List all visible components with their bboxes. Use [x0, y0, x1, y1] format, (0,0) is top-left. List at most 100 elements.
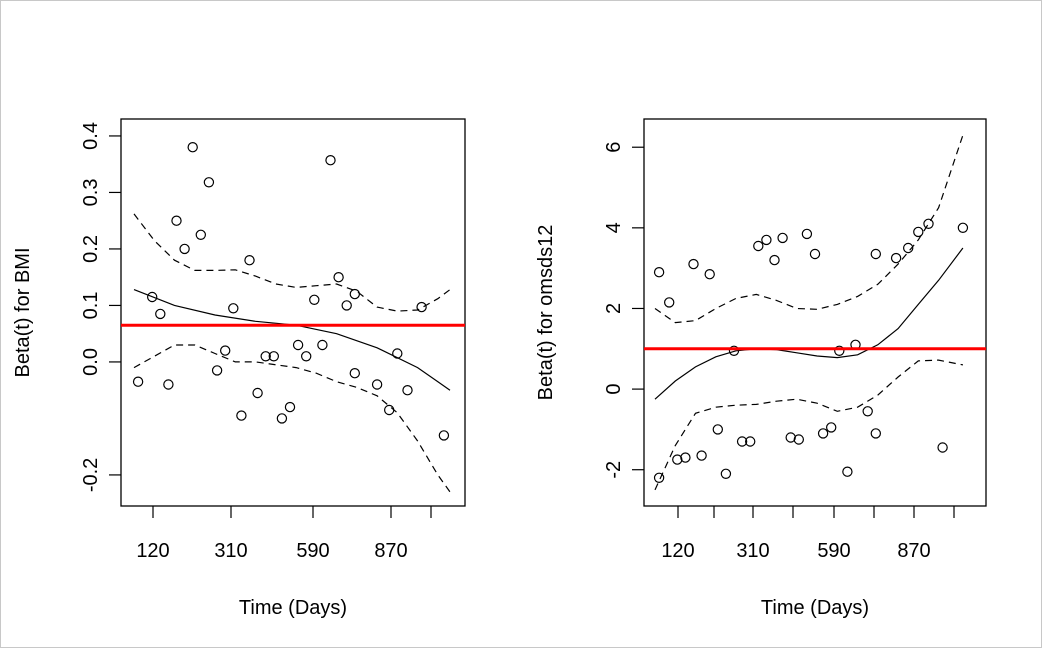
residual-point [416, 301, 427, 313]
y-tick-label: 2 [603, 303, 625, 314]
confidence-band-line [133, 344, 451, 493]
residual-point [163, 379, 174, 390]
residual-point [252, 387, 263, 399]
residual-point [146, 291, 158, 303]
residual-point [672, 454, 683, 465]
residual-point [785, 432, 796, 443]
y-tick-label: -0.2 [80, 458, 102, 492]
residual-point [712, 424, 724, 435]
x-tick-label: 120 [661, 540, 694, 562]
smooth-fit-line [133, 289, 451, 391]
residual-point [937, 442, 948, 453]
residual-point [187, 141, 198, 153]
residual-point [769, 254, 780, 266]
residual-point [438, 430, 450, 441]
residual-point [957, 222, 969, 233]
y-tick-label: 0.0 [80, 348, 102, 376]
residual-point [793, 434, 805, 445]
residual-point [720, 468, 732, 479]
x-tick-label: 120 [136, 540, 169, 562]
residual-point [913, 226, 924, 238]
y-tick-label: 0.2 [80, 235, 102, 263]
residual-point [753, 240, 764, 252]
residual-point [842, 466, 853, 477]
residual-point [211, 365, 223, 376]
smooth-fit-line [654, 247, 964, 400]
residual-point [653, 267, 665, 278]
residual-point [834, 345, 845, 356]
residual-point [761, 234, 772, 246]
plot-area [653, 134, 969, 491]
residual-point [870, 428, 882, 439]
residual-point [244, 255, 255, 266]
confidence-band-line [133, 213, 451, 312]
residual-point [826, 422, 837, 433]
residual-point [349, 288, 360, 300]
x-tick-label: 870 [897, 540, 930, 562]
residual-point [653, 472, 665, 483]
residual-point [688, 258, 699, 270]
residual-point [817, 428, 829, 439]
residual-point [777, 232, 788, 244]
residual-point [809, 248, 821, 260]
confidence-band-line [654, 359, 964, 491]
residual-point [260, 351, 271, 362]
plot-frame [120, 118, 466, 507]
residual-point [923, 218, 934, 229]
x-tick-label: 870 [374, 540, 407, 562]
residual-point [203, 177, 215, 188]
residual-point [704, 269, 715, 280]
y-tick-label: 6 [603, 142, 625, 153]
residual-point [680, 452, 691, 463]
residual-point [728, 345, 740, 356]
plot-area [132, 141, 451, 493]
residual-point [301, 351, 312, 362]
x-axis-label: Time (Days) [761, 597, 869, 619]
residual-point [870, 248, 882, 260]
residual-point [862, 406, 873, 417]
omsds12-panel: 120 310 590 870 -2 0 2 4 6 Time (Days) Beta(t) for… [535, 118, 987, 619]
residual-point [219, 345, 231, 356]
bmi-panel: 120 310 590 870 -0.2 0.0 0.1 0.2 0.3 0.4 Time (Day… [12, 118, 466, 619]
plot-frame [643, 118, 987, 507]
residual-point [801, 228, 813, 240]
residual-point [371, 379, 383, 390]
x-tick-label: 590 [296, 540, 329, 562]
residual-point [228, 303, 239, 314]
residual-point [349, 368, 360, 379]
residual-point [195, 229, 206, 240]
residual-point [236, 410, 247, 421]
residual-point [179, 243, 190, 255]
y-axis-label: Beta(t) for BMI [12, 247, 34, 377]
x-axis-label: Time (Days) [239, 597, 347, 619]
x-tick-label: 310 [736, 540, 769, 562]
residual-point [171, 215, 182, 226]
residual-point [325, 154, 336, 166]
residual-point [890, 252, 902, 264]
residual-point [317, 339, 328, 351]
y-tick-label: 0 [603, 384, 625, 395]
residual-point [402, 385, 413, 396]
residual-point [284, 401, 296, 413]
confidence-band-line [654, 134, 964, 324]
residual-point [384, 404, 395, 416]
residual-point [736, 436, 748, 447]
y-tick-label: 0.4 [80, 122, 102, 150]
y-tick-label: 0.1 [80, 292, 102, 320]
residual-point [341, 300, 352, 311]
residual-point [155, 308, 166, 320]
residual-point [309, 294, 320, 305]
y-axis-label: Beta(t) for omsds12 [535, 225, 557, 401]
residual-point [292, 339, 304, 351]
residual-point [745, 436, 756, 447]
residual-point [696, 450, 707, 461]
residual-point [276, 413, 288, 424]
x-tick-label: 590 [817, 540, 850, 562]
residual-point [333, 272, 344, 283]
y-tick-label: -2 [603, 461, 625, 479]
y-tick-label: 0.3 [80, 179, 102, 207]
y-tick-label: 4 [603, 222, 625, 233]
residual-point [132, 376, 144, 387]
